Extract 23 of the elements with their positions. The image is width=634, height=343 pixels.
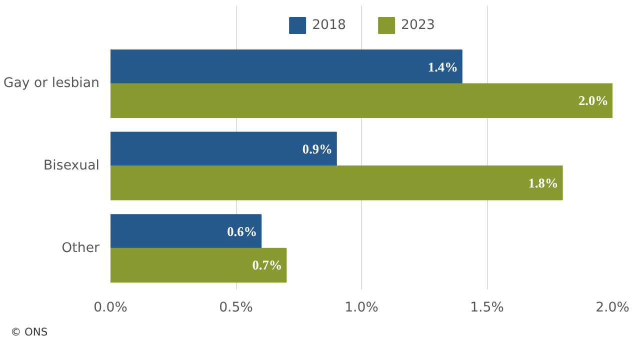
text: © ONS [10, 326, 48, 338]
y-tick-label: Bisexual [44, 158, 100, 174]
legend-label: 2023 [401, 18, 435, 32]
bar [110, 214, 262, 249]
data-label: 0.6% [227, 224, 258, 239]
x-tick-label: 0.0% [94, 300, 128, 316]
legend-label: 2018 [312, 18, 346, 32]
bar [110, 49, 462, 84]
x-tick-label: 1.5% [470, 300, 504, 316]
data-label: 1.8% [528, 175, 558, 190]
data-label: 0.7% [252, 258, 282, 273]
y-tick-label: Other [62, 240, 100, 256]
x-tick-label: 0.5% [219, 300, 253, 316]
x-tick-label: 1.0% [344, 300, 378, 316]
bar [110, 132, 337, 167]
x-tick-label: 2.0% [596, 300, 630, 316]
data-label: 1.4% [428, 59, 458, 74]
bar [110, 83, 612, 118]
data-label: 2.0% [578, 93, 609, 108]
data-label: 0.9% [302, 142, 332, 157]
bar [110, 166, 563, 200]
y-tick-label: Gay or lesbian [3, 76, 100, 92]
bar [110, 248, 287, 283]
